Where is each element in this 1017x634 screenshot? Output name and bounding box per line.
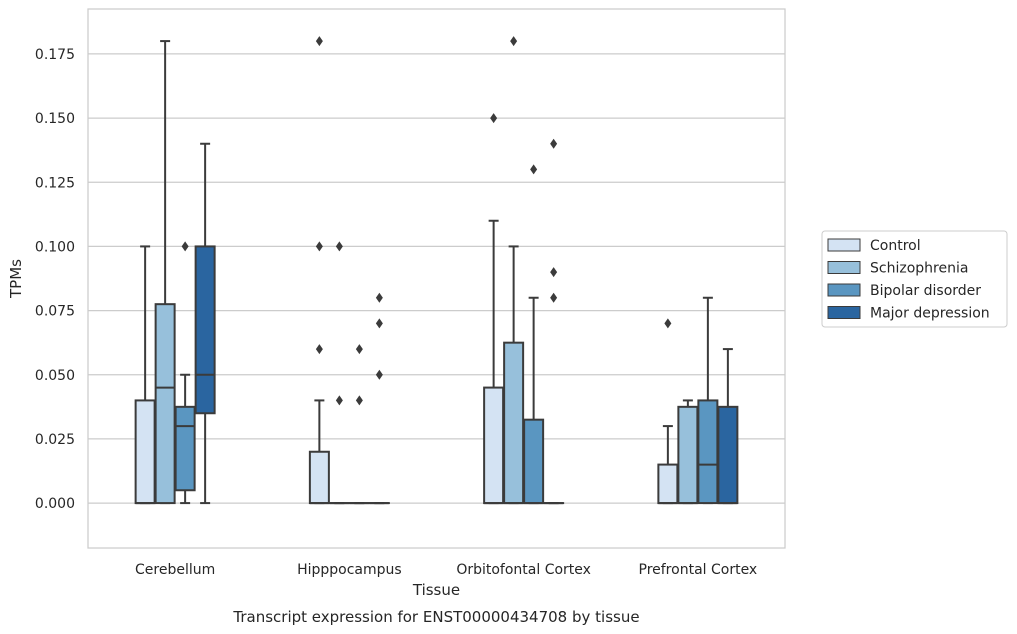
box-bipolar-disorder	[523, 164, 545, 505]
plot-frame	[87, 8, 786, 549]
box-body	[697, 399, 719, 505]
x-tick-labels: Cerebellum Hipppocampus Orbitofontal Corte…	[135, 562, 757, 578]
box-major-depression	[368, 292, 390, 505]
y-axis-label: TPMs	[7, 259, 25, 299]
y-tick-label: 0.075	[35, 304, 75, 320]
x-axis-label: Tissue	[412, 581, 460, 599]
y-tick-label: 0.050	[35, 368, 75, 384]
box-body	[503, 341, 525, 505]
box-control	[134, 245, 156, 505]
outlier-point	[355, 344, 363, 355]
y-tick-labels: 0.000 0.025 0.050 0.075 0.100 0.125 0.150 0.175	[35, 47, 75, 512]
box-major-depression	[543, 138, 565, 505]
outlier-point	[315, 344, 323, 355]
legend-swatch	[827, 261, 861, 274]
outlier-point	[510, 36, 518, 47]
box-body	[308, 450, 330, 505]
box-body	[194, 245, 216, 415]
box-schizophrenia	[503, 36, 525, 505]
box-body	[657, 463, 679, 505]
outlier-point	[490, 113, 498, 124]
outlier-point	[550, 138, 558, 149]
legend: Control Schizophrenia Bipolar disorder Majo…	[821, 230, 1008, 328]
box-bipolar-disorder	[348, 344, 370, 505]
box-body	[677, 405, 699, 505]
outlier-point	[375, 369, 383, 380]
box-body	[523, 418, 545, 505]
x-tick-label: Hipppocampus	[297, 562, 402, 578]
x-tick-label: Cerebellum	[135, 562, 215, 578]
box-body	[134, 399, 156, 505]
boxes	[134, 36, 739, 505]
legend-label: Control	[870, 238, 921, 254]
outlier-point	[550, 267, 558, 278]
y-tick-label: 0.150	[35, 111, 75, 127]
legend-swatch	[827, 283, 861, 297]
outlier-point	[375, 292, 383, 303]
box-bipolar-disorder	[697, 296, 719, 505]
legend-label: Schizophrenia	[870, 261, 968, 277]
box-major-depression	[194, 142, 216, 505]
outlier-point	[355, 395, 363, 406]
x-tick-label: Prefrontal Cortex	[639, 562, 758, 578]
legend-swatch	[827, 306, 861, 319]
box-body	[174, 405, 196, 492]
box-bipolar-disorder	[174, 241, 196, 505]
y-tick-label: 0.125	[35, 175, 75, 191]
y-tick-label: 0.100	[35, 239, 75, 255]
x-tick-label: Orbitofontal Cortex	[456, 562, 591, 578]
outlier-point	[550, 292, 558, 303]
box-body	[483, 386, 505, 505]
y-tick-label: 0.000	[35, 496, 75, 512]
outlier-point	[181, 241, 189, 252]
box-control	[483, 113, 505, 505]
outlier-point	[664, 318, 672, 329]
legend-label: Major depression	[870, 306, 990, 322]
outlier-point	[315, 36, 323, 47]
outlier-point	[335, 395, 343, 406]
box-schizophrenia	[328, 241, 350, 505]
outlier-point	[315, 241, 323, 252]
outlier-point	[530, 164, 538, 175]
outlier-point	[335, 241, 343, 252]
y-tick-label: 0.025	[35, 432, 75, 448]
chart-caption: Transcript expression for ENST0000043470…	[232, 608, 639, 626]
legend-frame	[821, 230, 1008, 328]
legend-label: Bipolar disorder	[870, 283, 981, 299]
y-tick-label: 0.175	[35, 47, 75, 63]
box-schizophrenia	[154, 40, 176, 505]
legend-swatch	[827, 238, 861, 252]
box-major-depression	[717, 348, 739, 505]
outlier-point	[375, 318, 383, 329]
box-body	[154, 303, 176, 505]
box-body	[717, 405, 739, 505]
box-schizophrenia	[677, 399, 699, 505]
box-control	[308, 36, 330, 505]
box-control	[657, 318, 679, 505]
